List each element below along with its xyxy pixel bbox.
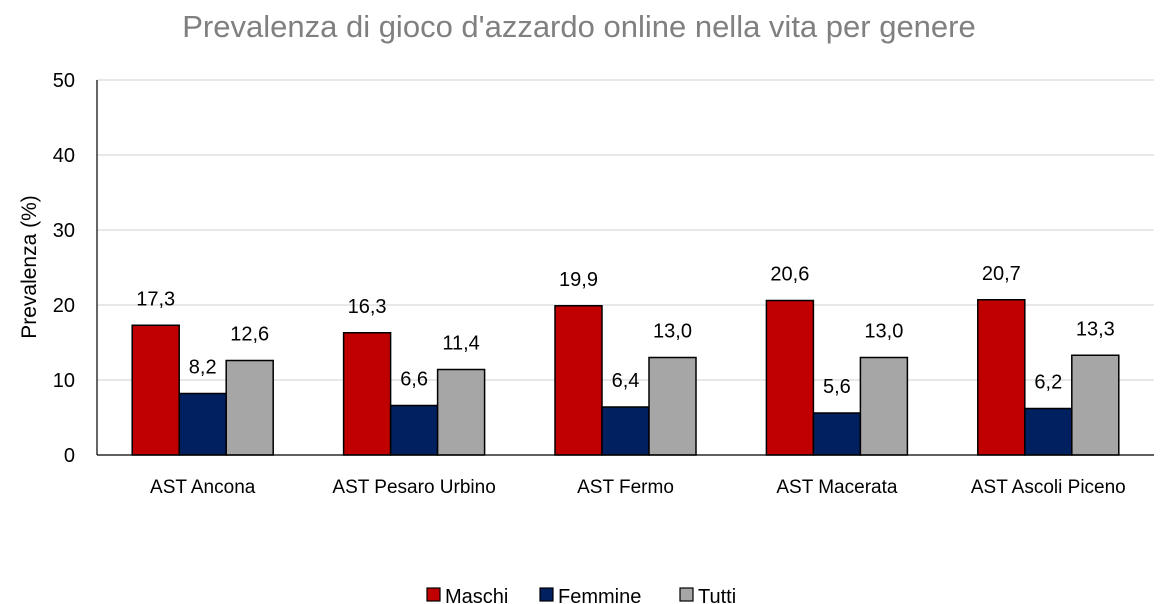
- data-label: 12,6: [230, 324, 269, 346]
- bar: [225, 359, 274, 456]
- chart-title: Prevalenza di gioco d'azzardo online nel…: [182, 9, 975, 44]
- legend-swatch: [426, 587, 441, 602]
- axes: 0 10 20 30 40 50 AST Ancona AST Pesaro Urbino AS…: [53, 70, 1154, 498]
- bar: [389, 404, 439, 456]
- bar: [342, 332, 392, 456]
- bar: [1071, 354, 1120, 456]
- legend-label: Tutti: [698, 586, 736, 604]
- data-label: 16,3: [348, 296, 387, 318]
- y-tick-label: 40: [53, 145, 75, 167]
- legend: Maschi Femmine Tutti: [426, 586, 736, 604]
- bar: [765, 299, 815, 456]
- data-label: 6,4: [612, 370, 640, 392]
- legend-label: Maschi: [445, 586, 508, 604]
- data-label: 6,6: [400, 369, 428, 391]
- data-label: 20,6: [770, 264, 809, 286]
- x-tick-label: AST Ancona: [150, 477, 256, 498]
- bar: [648, 356, 697, 456]
- y-tick-label: 20: [53, 295, 75, 317]
- bar: [554, 305, 603, 456]
- bars: [131, 299, 1120, 456]
- y-tick-label: 10: [53, 370, 75, 392]
- y-tick-label: 30: [53, 220, 75, 242]
- bar: [977, 299, 1026, 456]
- data-label: 13,3: [1076, 318, 1115, 340]
- bar: [859, 356, 909, 456]
- data-label: 6,2: [1034, 372, 1062, 394]
- data-label: 13,0: [653, 321, 692, 343]
- bar: [812, 412, 862, 456]
- data-label: 17,3: [136, 288, 175, 310]
- bar: [601, 406, 650, 456]
- x-tick-label: AST Ascoli Piceno: [971, 477, 1126, 498]
- bar: [178, 392, 227, 456]
- data-label: 13,0: [864, 321, 903, 343]
- data-label: 5,6: [823, 376, 851, 398]
- bar: [436, 368, 486, 456]
- data-label: 8,2: [189, 357, 217, 379]
- y-axis-label: Prevalenza (%): [18, 195, 41, 339]
- x-tick-label: AST Fermo: [577, 477, 674, 498]
- data-label: 11,4: [442, 333, 479, 355]
- bar: [1024, 407, 1073, 456]
- data-labels: 17,3 8,2 12,6 16,3 6,6 11,4 19,9 6,4 13,0 20,6 5,6…: [136, 263, 1115, 398]
- y-tick-label: 50: [53, 70, 75, 92]
- y-tick-label: 0: [64, 445, 75, 467]
- x-tick-label: AST Pesaro Urbino: [332, 477, 495, 498]
- legend-swatch: [679, 587, 694, 602]
- data-label: 19,9: [559, 269, 598, 291]
- bar: [131, 324, 180, 456]
- legend-label: Femmine: [558, 586, 641, 604]
- x-tick-label: AST Macerata: [776, 477, 898, 498]
- legend-swatch: [539, 587, 554, 602]
- data-label: 20,7: [982, 263, 1021, 285]
